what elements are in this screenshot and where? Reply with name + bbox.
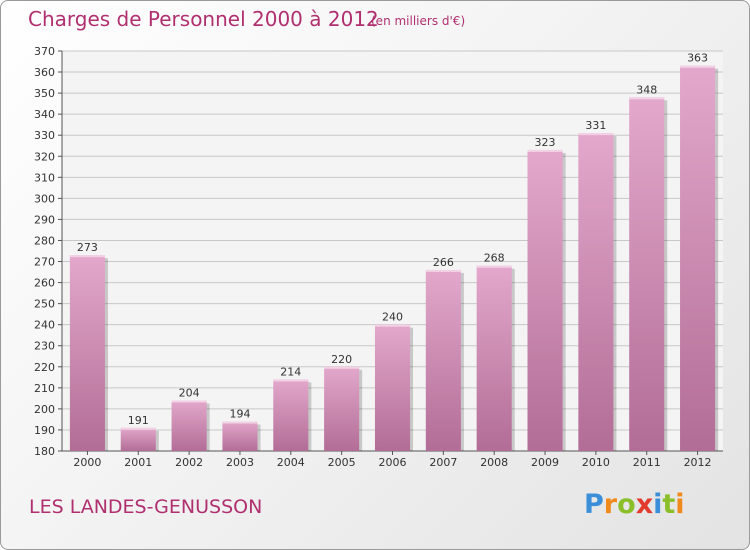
y-tick-label: 360: [34, 66, 55, 79]
bar-top-highlight: [273, 379, 309, 382]
bar-2007[interactable]: [425, 269, 461, 451]
chart-subtitle: (en milliers d'€): [371, 14, 466, 28]
proxiti-logo[interactable]: Proxiti: [584, 489, 685, 520]
bar-top-highlight: [120, 427, 156, 430]
bar-top-highlight: [476, 265, 512, 268]
bar-top-highlight: [629, 97, 665, 100]
bar-top-highlight: [680, 65, 716, 68]
x-tick-label: 2001: [124, 456, 152, 469]
bar-top-highlight: [374, 324, 411, 327]
data-label: 268: [484, 252, 505, 265]
y-tick-label: 190: [34, 424, 55, 437]
y-tick-label: 370: [34, 45, 55, 58]
y-tick-label: 270: [34, 256, 55, 269]
y-tick-label: 330: [34, 129, 55, 142]
bar-2002[interactable]: [171, 400, 207, 451]
data-label: 323: [535, 136, 556, 149]
logo-letter: P: [584, 489, 604, 520]
bar-2001[interactable]: [120, 427, 156, 451]
bar-2012[interactable]: [680, 65, 716, 451]
bar-2004[interactable]: [273, 379, 309, 451]
y-tick-label: 350: [34, 87, 55, 100]
x-tick-label: 2007: [429, 456, 457, 469]
chart-title: Charges de Personnel 2000 à 2012: [28, 7, 379, 31]
y-tick-label: 230: [34, 340, 55, 353]
y-tick-label: 280: [34, 234, 55, 247]
data-label: 214: [280, 365, 301, 378]
bar-2003[interactable]: [222, 421, 258, 451]
y-tick-label: 260: [34, 277, 55, 290]
bar-top-highlight: [578, 133, 614, 136]
logo-letter: o: [617, 489, 636, 520]
x-tick-label: 2005: [328, 456, 356, 469]
x-tick-label: 2008: [480, 456, 508, 469]
y-tick-label: 310: [34, 171, 55, 184]
logo-letter: i: [675, 489, 685, 520]
bar-2011[interactable]: [629, 97, 665, 451]
x-tick-label: 2003: [226, 456, 254, 469]
y-tick-label: 300: [34, 192, 55, 205]
logo-letter: i: [653, 489, 663, 520]
logo-letter: x: [635, 489, 654, 520]
data-label: 348: [636, 83, 657, 96]
y-tick-label: 250: [34, 298, 55, 311]
bar-2008[interactable]: [476, 265, 512, 451]
data-label: 220: [331, 353, 352, 366]
y-tick-label: 290: [34, 213, 55, 226]
bar-2010[interactable]: [578, 133, 614, 451]
logo-letter: t: [662, 489, 676, 520]
data-label: 266: [433, 256, 454, 269]
x-tick-label: 2011: [633, 456, 661, 469]
data-label: 240: [382, 311, 403, 324]
data-label: 191: [128, 414, 149, 427]
bar-2000[interactable]: [69, 255, 105, 451]
x-tick-label: 2002: [175, 456, 203, 469]
y-tick-label: 180: [34, 445, 55, 458]
x-tick-label: 2010: [582, 456, 610, 469]
bar-top-highlight: [425, 269, 461, 272]
logo-letter: r: [603, 489, 618, 520]
y-tick-label: 240: [34, 319, 55, 332]
x-tick-label: 2009: [531, 456, 559, 469]
x-tick-label: 2000: [73, 456, 101, 469]
bar-top-highlight: [222, 421, 258, 424]
bar-top-highlight: [324, 366, 360, 369]
bar-2006[interactable]: [374, 324, 411, 451]
y-tick-label: 200: [34, 403, 55, 416]
location-name: LES LANDES-GENUSSON: [29, 496, 263, 518]
bar-top-highlight: [171, 400, 207, 403]
bar-2005[interactable]: [324, 366, 360, 451]
data-label: 363: [687, 52, 708, 65]
bar-2009[interactable]: [527, 149, 563, 451]
bar-top-highlight: [69, 255, 105, 258]
data-label: 204: [179, 386, 200, 399]
x-tick-label: 2004: [277, 456, 305, 469]
x-tick-label: 2012: [684, 456, 712, 469]
y-tick-label: 210: [34, 382, 55, 395]
data-label: 194: [229, 408, 250, 421]
data-label: 331: [585, 119, 606, 132]
data-label: 273: [77, 241, 98, 254]
y-tick-label: 220: [34, 361, 55, 374]
x-tick-label: 2006: [379, 456, 407, 469]
bar-top-highlight: [527, 149, 563, 152]
y-tick-label: 320: [34, 150, 55, 163]
y-tick-label: 340: [34, 108, 55, 121]
